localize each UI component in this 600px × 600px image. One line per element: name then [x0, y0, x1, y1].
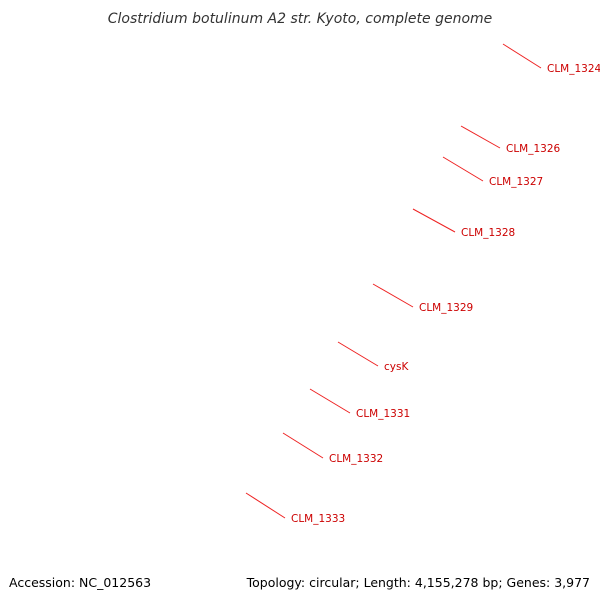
label-leader-line	[412, 208, 456, 233]
label-leader-line	[337, 341, 379, 367]
label-leader-line	[245, 492, 286, 519]
gene-label[interactable]: CLM_1329	[419, 302, 473, 314]
gene-label[interactable]: cysK	[384, 361, 409, 373]
gene-labels: CLM_1324 CLM_1326 CLM_1327 CLM_1328 CLM_1329…	[291, 63, 600, 525]
gene-label[interactable]: CLM_1328	[461, 227, 515, 239]
label-leader-line	[309, 388, 351, 414]
map-title: Clostridium botulinum A2 str. Kyoto, com…	[108, 11, 493, 27]
label-leader-line	[282, 432, 324, 459]
gene-label[interactable]: CLM_1326	[506, 143, 561, 155]
gene-label[interactable]: CLM_1327	[489, 176, 543, 188]
label-leader-line	[372, 283, 414, 308]
label-leader-line	[502, 43, 542, 69]
topology-text: Topology: circular; Length: 4,155,278 bp…	[246, 575, 590, 590]
label-leader-line	[442, 156, 484, 182]
label-leader-line	[460, 125, 501, 149]
gene-label[interactable]: CLM_1333	[291, 513, 345, 525]
label-leaders	[245, 43, 542, 519]
gene-label[interactable]: CLM_1331	[356, 408, 410, 420]
gene-label[interactable]: CLM_1324	[547, 63, 600, 75]
accession-text: Accession: NC_012563	[9, 575, 151, 590]
gene-label[interactable]: CLM_1332	[329, 453, 383, 465]
